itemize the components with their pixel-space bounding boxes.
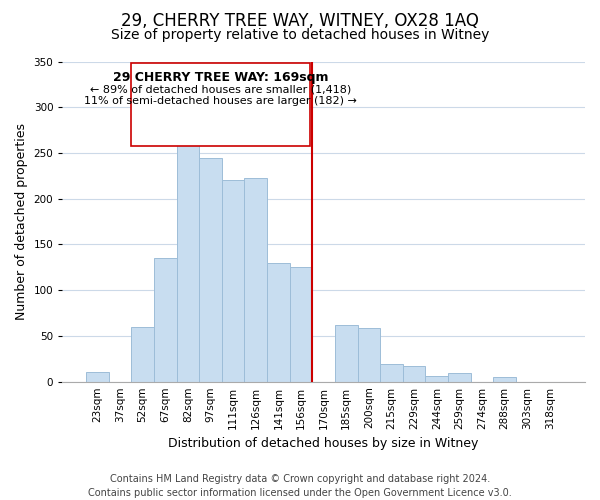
- Bar: [176, 128, 199, 382]
- Bar: [86, 372, 109, 382]
- Bar: [380, 364, 403, 382]
- Bar: [425, 376, 448, 382]
- Text: Contains HM Land Registry data © Crown copyright and database right 2024.
Contai: Contains HM Land Registry data © Crown c…: [88, 474, 512, 498]
- Bar: [448, 372, 471, 382]
- Text: 29 CHERRY TREE WAY: 169sqm: 29 CHERRY TREE WAY: 169sqm: [113, 70, 328, 84]
- Bar: [493, 377, 516, 382]
- Y-axis label: Number of detached properties: Number of detached properties: [15, 123, 28, 320]
- Text: Size of property relative to detached houses in Witney: Size of property relative to detached ho…: [111, 28, 489, 42]
- Bar: [358, 328, 380, 382]
- X-axis label: Distribution of detached houses by size in Witney: Distribution of detached houses by size …: [169, 437, 479, 450]
- Bar: [335, 325, 358, 382]
- Text: 11% of semi-detached houses are larger (182) →: 11% of semi-detached houses are larger (…: [84, 96, 357, 106]
- Bar: [290, 268, 313, 382]
- Bar: [154, 258, 176, 382]
- Bar: [131, 327, 154, 382]
- Bar: [222, 180, 244, 382]
- Bar: [131, 64, 310, 146]
- Text: 29, CHERRY TREE WAY, WITNEY, OX28 1AQ: 29, CHERRY TREE WAY, WITNEY, OX28 1AQ: [121, 12, 479, 30]
- Bar: [403, 366, 425, 382]
- Bar: [244, 178, 267, 382]
- Text: ← 89% of detached houses are smaller (1,418): ← 89% of detached houses are smaller (1,…: [90, 84, 352, 94]
- Bar: [199, 158, 222, 382]
- Bar: [267, 263, 290, 382]
